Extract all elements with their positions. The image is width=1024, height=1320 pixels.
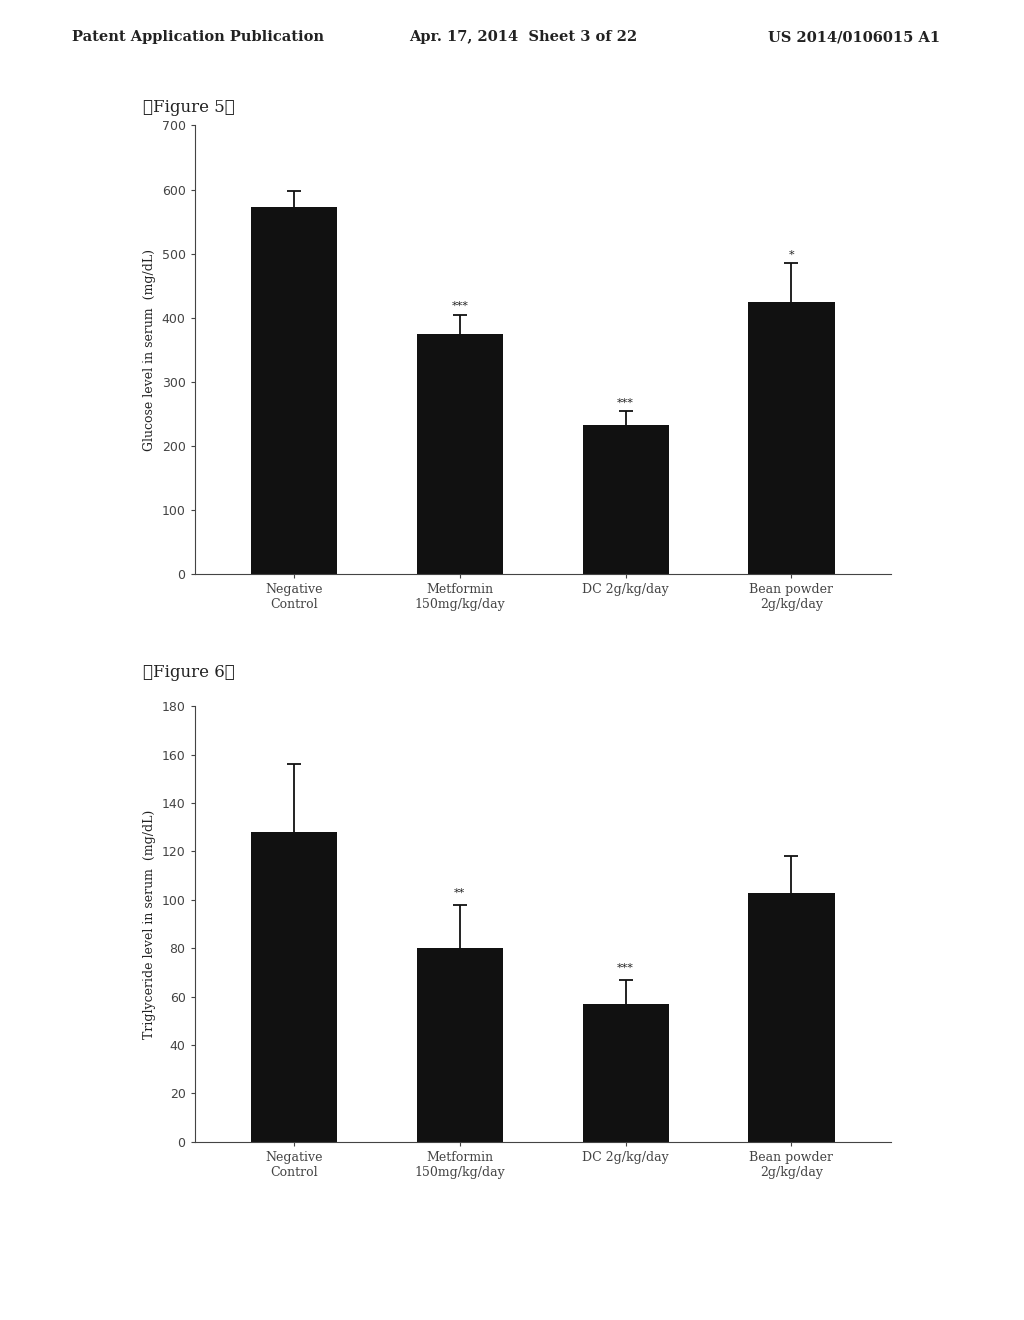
Bar (251, 207, 337, 574)
Bar (583, 425, 669, 574)
Text: US 2014/0106015 A1: US 2014/0106015 A1 (768, 30, 940, 45)
Bar (749, 302, 835, 574)
Text: **: ** (455, 887, 466, 898)
Text: 【Figure 5】: 【Figure 5】 (143, 99, 236, 116)
Bar (749, 892, 835, 1142)
Text: ***: *** (452, 301, 468, 312)
Bar (251, 832, 337, 1142)
Y-axis label: Triglyceride level in serum  (mg/dL): Triglyceride level in serum (mg/dL) (143, 809, 156, 1039)
Bar (417, 334, 503, 574)
Text: *: * (788, 249, 795, 260)
Bar (583, 1003, 669, 1142)
Text: ***: *** (617, 962, 634, 973)
Bar (417, 948, 503, 1142)
Text: Apr. 17, 2014  Sheet 3 of 22: Apr. 17, 2014 Sheet 3 of 22 (410, 30, 638, 45)
Y-axis label: Glucose level in serum  (mg/dL): Glucose level in serum (mg/dL) (143, 248, 156, 451)
Text: Patent Application Publication: Patent Application Publication (72, 30, 324, 45)
Text: 【Figure 6】: 【Figure 6】 (143, 664, 236, 681)
Text: ***: *** (617, 399, 634, 408)
